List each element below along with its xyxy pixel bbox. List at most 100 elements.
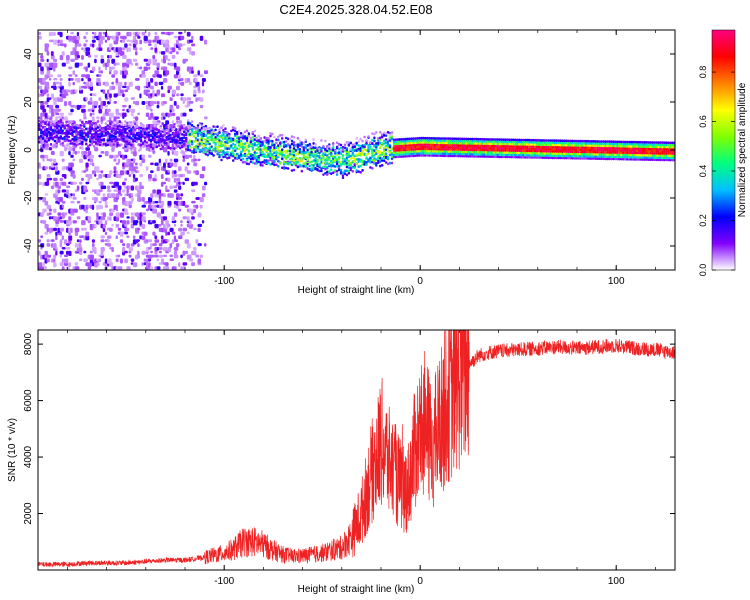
heatmap-cell	[87, 266, 92, 270]
heatmap-cell	[622, 147, 625, 150]
heatmap-cell	[631, 147, 635, 150]
heatmap-cell	[541, 152, 545, 155]
heatmap-cell	[290, 155, 294, 158]
heatmap-cell	[117, 185, 122, 191]
heatmap-cell	[569, 148, 572, 151]
heatmap-cell	[384, 156, 388, 160]
heatmap-cell	[659, 152, 662, 155]
heatmap-cell	[184, 204, 189, 208]
heatmap-cell	[339, 146, 343, 150]
heatmap-cell	[324, 158, 327, 162]
heatmap-cell	[70, 108, 74, 113]
heatmap-cell	[193, 250, 197, 256]
heatmap-cell	[424, 147, 427, 151]
heatmap-cell	[590, 144, 594, 147]
heatmap-cell	[61, 62, 66, 67]
heatmap-cell	[135, 101, 140, 106]
heatmap-cell	[404, 148, 407, 152]
heatmap-cell	[81, 136, 84, 140]
heatmap-cell	[267, 159, 270, 163]
heatmap-cell	[433, 137, 437, 140]
heatmap-cell	[85, 142, 88, 146]
heatmap-cell	[89, 129, 92, 133]
heatmap-cell	[349, 157, 352, 160]
heatmap-cell	[206, 136, 209, 139]
heatmap-cell	[222, 131, 225, 135]
heatmap-cell	[277, 160, 280, 163]
heatmap-cell	[306, 167, 309, 170]
heatmap-cell	[183, 136, 186, 139]
heatmap-cell	[304, 138, 307, 142]
heatmap-cell	[475, 155, 478, 158]
heatmap-cell	[181, 139, 184, 142]
heatmap-cell	[551, 152, 554, 155]
heatmap-cell	[304, 146, 307, 150]
heatmap-cell	[602, 142, 605, 145]
heatmap-cell	[44, 47, 49, 52]
heatmap-cell	[102, 142, 106, 146]
heatmap-cell	[626, 155, 629, 159]
heatmap-cell	[657, 149, 660, 153]
heatmap-cell	[214, 138, 217, 141]
heatmap-cell	[204, 70, 208, 75]
heatmap-cell	[590, 153, 594, 156]
heatmap-cell	[249, 157, 253, 161]
heatmap-cell	[608, 151, 611, 154]
heatmap-cell	[220, 149, 223, 152]
heatmap-cell	[400, 151, 403, 154]
heatmap-cell	[122, 129, 125, 132]
heatmap-cell	[437, 150, 441, 153]
heatmap-cell	[85, 97, 89, 101]
heatmap-cell	[165, 220, 169, 225]
heatmap-cell	[111, 58, 116, 64]
heatmap-cell	[588, 146, 592, 150]
heatmap-cell	[76, 151, 81, 154]
heatmap-cell	[57, 185, 62, 189]
heatmap-cell	[41, 141, 45, 144]
heatmap-cell	[624, 147, 627, 150]
heatmap-cell	[68, 235, 73, 241]
heatmap-cell	[185, 126, 188, 129]
heatmap-cell	[435, 143, 439, 147]
heatmap-cell	[119, 70, 123, 75]
heatmap-cell	[602, 140, 605, 143]
heatmap-cell	[115, 181, 119, 187]
heatmap-cell	[339, 152, 343, 156]
heatmap-cell	[624, 155, 627, 159]
heatmap-cell	[79, 129, 82, 133]
heatmap-cell	[277, 144, 280, 147]
heatmap-cell	[612, 144, 615, 148]
heatmap-cell	[465, 142, 468, 145]
heatmap-cell	[357, 165, 360, 168]
heatmap-cell	[98, 154, 102, 158]
heatmap-cell	[163, 127, 166, 131]
heatmap-cell	[87, 220, 91, 224]
heatmap-cell	[122, 146, 125, 150]
heatmap-cell	[475, 144, 478, 147]
heatmap-cell	[137, 227, 141, 231]
heatmap-cell	[178, 74, 181, 80]
heatmap-cell	[63, 43, 67, 48]
heatmap-cell	[192, 130, 196, 134]
heatmap-cell	[156, 116, 159, 120]
heatmap-cell	[316, 146, 319, 150]
heatmap-cell	[91, 243, 95, 248]
heatmap-cell	[604, 144, 607, 148]
heatmap-cell	[594, 146, 597, 150]
heatmap-cell	[659, 158, 662, 162]
heatmap-cell	[68, 74, 73, 77]
heatmap-cell	[74, 43, 78, 48]
heatmap-cell	[208, 151, 211, 155]
heatmap-cell	[512, 147, 515, 150]
heatmap-cell	[63, 239, 68, 245]
heatmap-cell	[150, 162, 154, 166]
heatmap-cell	[345, 173, 349, 177]
heatmap-cell	[89, 81, 93, 87]
heatmap-cell	[563, 143, 566, 147]
heatmap-cell	[369, 145, 372, 148]
heatmap-cell	[545, 154, 548, 157]
heatmap-cell	[175, 130, 178, 134]
heatmap-cell	[45, 123, 49, 126]
heatmap-cell	[345, 154, 349, 157]
heatmap-cell	[453, 141, 456, 145]
